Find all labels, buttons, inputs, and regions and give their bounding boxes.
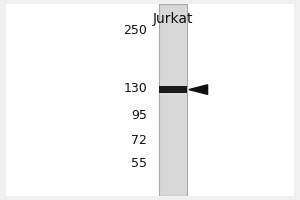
Text: 250: 250 (123, 24, 147, 37)
Bar (159, 86, 188, 93)
Text: Jurkat: Jurkat (153, 12, 193, 26)
Polygon shape (189, 85, 208, 94)
Text: 55: 55 (131, 157, 147, 170)
Text: 72: 72 (131, 134, 147, 147)
Text: 130: 130 (123, 82, 147, 95)
Text: 95: 95 (131, 109, 147, 122)
Bar (159, 4, 188, 196)
